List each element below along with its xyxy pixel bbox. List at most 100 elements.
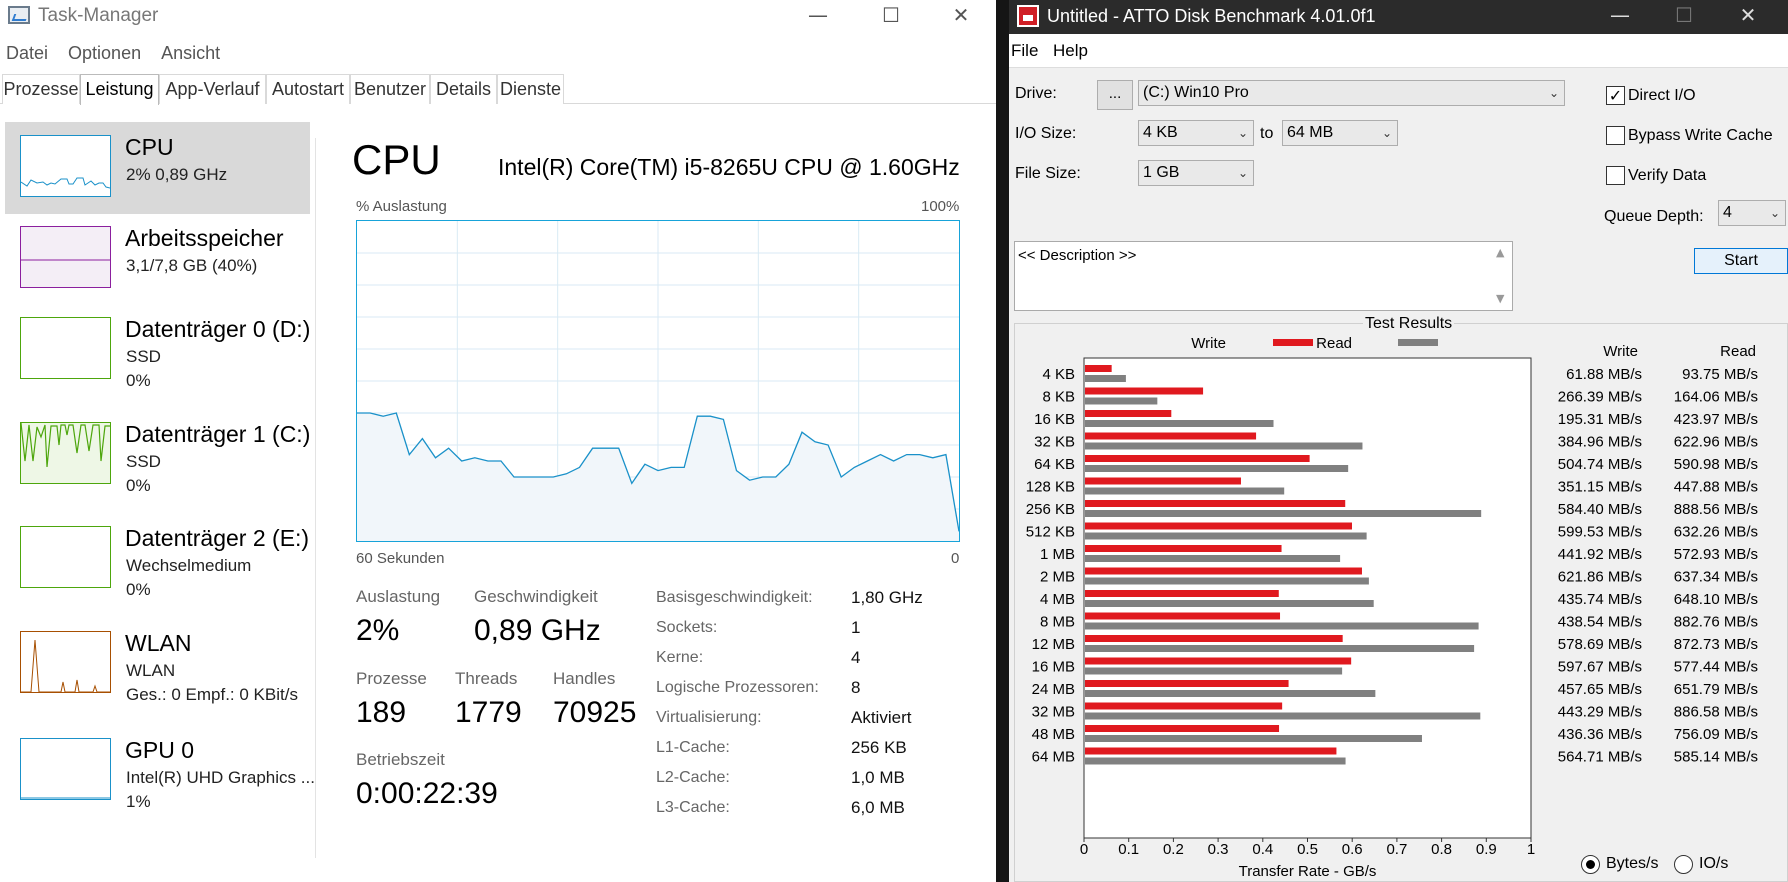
drive-select[interactable]: (C:) Win10 Pro ⌄ xyxy=(1138,80,1565,106)
read-bar xyxy=(1085,622,1479,630)
read-rate-value: 423.97 MB/s xyxy=(1674,411,1758,428)
sidebar-item-memory[interactable]: Arbeitsspeicher 3,1/7,8 GB (40%) xyxy=(5,213,310,305)
browse-drive-button[interactable]: ... xyxy=(1097,80,1133,110)
tab-dienste[interactable]: Dienste xyxy=(497,74,564,104)
io-size-from-select[interactable]: 4 KB ⌄ xyxy=(1138,120,1254,146)
title-bar[interactable]: Task-Manager — ☐ ✕ xyxy=(0,0,996,34)
maximize-button[interactable]: ☐ xyxy=(1675,3,1693,27)
x-tick-label: 1 xyxy=(1527,841,1535,858)
sidebar-item-cpu[interactable]: CPU 2% 0,89 GHz xyxy=(5,122,310,214)
detail-value: 6,0 MB xyxy=(851,798,905,817)
sidebar-item-name: Datenträger 2 (E:) xyxy=(125,525,310,551)
read-rate-value: 886.58 MB/s xyxy=(1674,704,1758,721)
minimize-button[interactable]: — xyxy=(808,3,828,27)
read-bar xyxy=(1085,667,1343,675)
graph-x-end: 0 xyxy=(951,550,960,567)
sidebar-item-detail-2: Ges.: 0 Empf.: 0 KBit/s xyxy=(126,685,298,704)
detail-key: Sockets: xyxy=(656,619,718,636)
write-bar xyxy=(1085,635,1343,642)
io-size-to-select[interactable]: 64 MB ⌄ xyxy=(1282,120,1398,146)
tab-benutzer[interactable]: Benutzer xyxy=(350,74,430,104)
task-manager-window: Task-Manager — ☐ ✕ Datei Optionen Ansich… xyxy=(0,0,996,882)
io-size-to-value: 64 MB xyxy=(1287,124,1334,141)
title-bar[interactable]: Untitled - ATTO Disk Benchmark 4.01.0f1 … xyxy=(1009,0,1788,34)
legend-read-label: Read xyxy=(1316,335,1352,352)
detail-key: Kerne: xyxy=(656,649,704,666)
direct-io-checkbox[interactable]: ✓ xyxy=(1606,86,1625,105)
sidebar-item-gpu[interactable]: GPU 0 Intel(R) UHD Graphics ... 1% xyxy=(5,725,315,817)
sidebar-item-disk[interactable]: Datenträger 0 (D:) SSD 0% xyxy=(5,304,310,396)
description-textarea[interactable]: << Description >> ▲ ▼ xyxy=(1014,241,1513,311)
write-rate-value: 597.67 MB/s xyxy=(1558,659,1642,676)
queue-depth-select[interactable]: 4 ⌄ xyxy=(1718,200,1786,226)
detail-value: 256 KB xyxy=(851,738,907,757)
read-rate-value: 93.75 MB/s xyxy=(1682,366,1758,383)
write-rate-value: 621.86 MB/s xyxy=(1558,569,1642,586)
write-bar xyxy=(1085,410,1172,417)
bypass-write-cache-checkbox[interactable] xyxy=(1606,126,1625,145)
tab-app-verlauf[interactable]: App-Verlauf xyxy=(159,74,266,104)
drive-label: Drive: xyxy=(1015,85,1057,102)
scroll-down-icon[interactable]: ▼ xyxy=(1496,292,1505,305)
read-bar xyxy=(1085,690,1376,697)
file-size-label: File Size: xyxy=(1015,165,1081,182)
write-bar xyxy=(1085,387,1204,395)
write-bar xyxy=(1085,522,1352,530)
io-size-label: I/O Size: xyxy=(1015,125,1077,142)
maximize-button[interactable]: ☐ xyxy=(882,3,900,27)
start-button[interactable]: Start xyxy=(1694,248,1788,274)
write-rate-value: 599.53 MB/s xyxy=(1558,524,1642,541)
tab-leistung[interactable]: Leistung xyxy=(80,74,159,105)
x-tick-label: 0.1 xyxy=(1118,841,1139,858)
write-rate-value: 61.88 MB/s xyxy=(1566,366,1642,383)
close-button[interactable]: ✕ xyxy=(952,3,970,27)
write-rate-value: 266.39 MB/s xyxy=(1558,389,1642,406)
scroll-up-icon[interactable]: ▲ xyxy=(1496,246,1505,259)
sidebar-item-wifi[interactable]: WLAN WLAN Ges.: 0 Empf.: 0 KBit/s xyxy=(5,618,310,710)
io-to-label: to xyxy=(1260,125,1274,142)
block-size-label: 12 MB xyxy=(1032,636,1075,653)
test-results-title: Test Results xyxy=(1363,315,1455,333)
read-bar xyxy=(1085,600,1374,607)
description-scrollbar[interactable]: ▲ ▼ xyxy=(1492,242,1512,310)
menu-help[interactable]: Help xyxy=(1053,41,1088,60)
betriebszeit-value: 0:00:22:39 xyxy=(356,777,498,810)
transfer-rate-chart: Write Read Write Read 4 KB 61.88 MB/s 93.75 MB… xyxy=(1026,335,1758,880)
sidebar-item-disk[interactable]: Datenträger 1 (C:) SSD 0% xyxy=(5,409,310,501)
block-size-label: 32 MB xyxy=(1032,704,1075,721)
cpu-usage-area xyxy=(357,413,959,541)
block-size-label: 64 KB xyxy=(1034,456,1075,473)
minimize-button[interactable]: — xyxy=(1610,3,1630,27)
io-per-second-radio[interactable] xyxy=(1674,855,1693,874)
threads-label: Threads xyxy=(455,669,518,688)
description-text: << Description >> xyxy=(1018,247,1137,264)
verify-data-checkbox[interactable] xyxy=(1606,166,1625,185)
tab-prozesse[interactable]: Prozesse xyxy=(2,74,80,104)
bytes-per-second-radio[interactable] xyxy=(1581,855,1600,874)
detail-key: L1-Cache: xyxy=(656,739,730,756)
read-bar xyxy=(1085,735,1422,742)
tab-details[interactable]: Details xyxy=(430,74,497,104)
file-size-select[interactable]: 1 GB ⌄ xyxy=(1138,160,1254,186)
read-rate-value: 632.26 MB/s xyxy=(1674,524,1758,541)
tab-autostart[interactable]: Autostart xyxy=(266,74,350,104)
chevron-down-icon: ⌄ xyxy=(1381,126,1392,140)
write-bar xyxy=(1085,702,1283,710)
write-bar xyxy=(1085,432,1257,440)
menu-ansicht[interactable]: Ansicht xyxy=(161,43,221,63)
menu-optionen[interactable]: Optionen xyxy=(68,43,142,63)
read-rate-value: 648.10 MB/s xyxy=(1674,591,1758,608)
read-bar xyxy=(1085,375,1126,382)
detail-key: Logische Prozessoren: xyxy=(656,679,819,696)
menu-file[interactable]: File xyxy=(1011,41,1039,60)
block-size-label: 32 KB xyxy=(1034,434,1075,451)
disk-mini-graph xyxy=(20,526,111,588)
close-button[interactable]: ✕ xyxy=(1739,3,1757,27)
sidebar-item-disk[interactable]: Datenträger 2 (E:) Wechselmedium 0% xyxy=(5,513,310,605)
auslastung-label: Auslastung xyxy=(356,587,441,606)
read-bar xyxy=(1085,757,1346,765)
read-rate-value: 872.73 MB/s xyxy=(1674,636,1758,653)
read-rate-value: 888.56 MB/s xyxy=(1674,501,1758,518)
menu-datei[interactable]: Datei xyxy=(6,43,49,63)
cpu-model-name: Intel(R) Core(TM) i5-8265U CPU @ 1.60GHz xyxy=(498,154,960,180)
